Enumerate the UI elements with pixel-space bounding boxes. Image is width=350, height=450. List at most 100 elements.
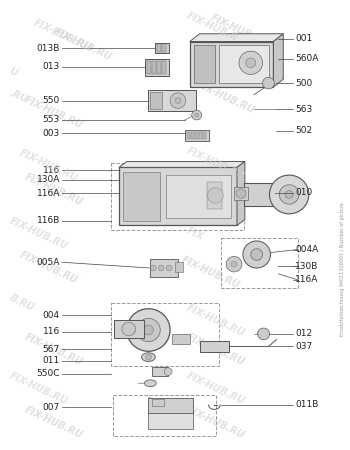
Text: 116: 116 [43,328,60,337]
Text: 003: 003 [43,129,60,138]
Text: 567: 567 [43,345,60,354]
Circle shape [175,98,181,104]
Text: 550C: 550C [36,369,60,378]
Text: 130A: 130A [36,176,60,184]
Circle shape [239,51,262,74]
Bar [199,341,229,352]
Text: Ersatzteilzeichnung 94011300001 / Number of picture: Ersatzteilzeichnung 94011300001 / Number… [340,202,345,336]
Bar [152,367,168,377]
Bar [155,44,169,53]
Text: 013: 013 [43,62,60,71]
Bar [185,130,209,141]
Text: FIX-HUB.RU: FIX-HUB.RU [18,250,79,285]
Circle shape [136,319,160,342]
Text: 001: 001 [295,34,312,43]
Text: FIX-HUB.RU: FIX-HUB.RU [185,405,246,440]
Bar [244,183,275,206]
Text: FIX-HUB.RU: FIX-HUB.RU [180,255,242,290]
Bar [203,131,205,140]
Text: FIX-HUB.RU: FIX-HUB.RU [185,371,246,406]
Text: FIX-HUB.RU: FIX-HUB.RU [8,371,69,406]
Text: 013B: 013B [36,44,60,53]
Bar [148,413,193,429]
Bar [175,262,183,272]
Bar [114,320,144,338]
Text: FIX-HUB.RU: FIX-HUB.RU [195,80,256,116]
Bar [111,303,219,366]
Circle shape [164,368,172,375]
Polygon shape [119,162,245,167]
Bar [162,45,166,52]
Circle shape [150,265,156,271]
Circle shape [285,191,293,198]
Bar [190,41,273,87]
Bar [119,167,237,225]
Bar [194,45,215,83]
Bar [162,61,166,74]
Circle shape [236,189,246,198]
Bar [111,162,244,230]
Text: FIX-HUB.RU: FIX-HUB.RU [52,27,113,63]
Circle shape [270,175,309,214]
Circle shape [246,58,256,68]
Bar [195,131,198,140]
Bar [221,238,298,288]
Text: 010: 010 [295,188,312,197]
Circle shape [195,113,198,117]
Text: FIX-HUB.RU: FIX-HUB.RU [18,148,79,184]
Bar [152,61,156,74]
Bar [198,131,202,140]
Circle shape [231,261,237,267]
Text: 004A: 004A [295,245,318,254]
Text: FIX-HUB.RU: FIX-HUB.RU [22,95,84,130]
Text: 007: 007 [43,403,60,412]
Circle shape [262,77,274,89]
Circle shape [170,93,186,108]
Text: 011B: 011B [295,400,319,409]
Text: FIX-HUB.RU: FIX-HUB.RU [22,172,84,208]
Bar [147,61,152,74]
Circle shape [226,256,242,272]
Circle shape [122,322,136,336]
Circle shape [127,309,170,351]
Circle shape [251,249,262,260]
Text: FIX-HUB.RU: FIX-HUB.RU [22,332,84,368]
Text: 563: 563 [295,105,312,114]
Text: FIX-HUB.RU: FIX-HUB.RU [185,332,246,368]
Circle shape [158,265,164,271]
Text: 560A: 560A [295,54,319,63]
Circle shape [192,110,202,120]
Circle shape [243,241,271,268]
Text: 012: 012 [295,329,312,338]
Bar [157,45,161,52]
Bar [150,92,162,109]
Bar [150,259,178,277]
Text: FIX-HUB.RU: FIX-HUB.RU [195,162,256,198]
Bar [146,59,169,76]
Text: 550: 550 [43,96,60,105]
Text: FIX-HUB.RU: FIX-HUB.RU [22,405,84,440]
Circle shape [144,325,153,335]
Text: 005A: 005A [36,258,60,267]
Ellipse shape [145,380,156,387]
Text: B.RU: B.RU [8,293,36,314]
Text: FIX: FIX [185,225,205,242]
Ellipse shape [141,353,155,361]
Circle shape [208,188,223,203]
Bar [157,61,161,74]
Text: 500: 500 [295,79,312,88]
Text: FIX-HUB.RU: FIX-HUB.RU [32,17,94,53]
Text: FIX-HUB.RU: FIX-HUB.RU [209,13,271,48]
Text: 116A: 116A [295,275,319,284]
Bar [172,334,190,343]
Text: FIX-HUB.RU: FIX-HUB.RU [185,146,246,182]
Bar [208,182,222,209]
Text: 116: 116 [43,166,60,175]
Text: FIX-HUB.R: FIX-HUB.R [185,10,239,43]
Text: 004: 004 [43,311,60,320]
Bar [152,399,164,406]
Bar [191,131,194,140]
Text: 011: 011 [43,356,60,365]
Polygon shape [237,162,245,225]
Bar [166,175,231,218]
